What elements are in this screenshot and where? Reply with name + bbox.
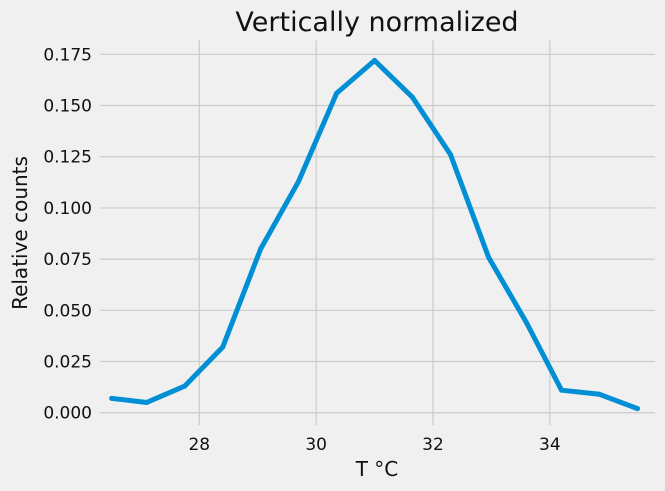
y-tick-labels: 0.000 0.025 0.050 0.075 0.100 0.125 0.150 0.175	[43, 45, 92, 423]
series-line	[109, 57, 640, 412]
data-point	[634, 406, 640, 412]
y-axis-label: Relative counts	[8, 156, 32, 310]
data-point	[597, 391, 602, 397]
data-point	[220, 344, 226, 350]
y-tick-label: 0.150	[43, 97, 92, 117]
data-point	[372, 57, 378, 63]
data-point	[410, 94, 416, 100]
y-tick-label: 0.100	[43, 199, 92, 219]
y-tick-label: 0.050	[43, 301, 92, 321]
chart-title: Vertically normalized	[235, 7, 518, 38]
series-group	[109, 57, 640, 412]
y-tick-label: 0.075	[43, 250, 92, 270]
x-tick-labels: 28 30 32 34	[188, 435, 560, 455]
y-tick-label: 0.125	[43, 148, 92, 168]
data-point	[182, 383, 188, 389]
data-point	[523, 320, 529, 326]
x-tick-label: 32	[422, 435, 444, 455]
data-point	[559, 387, 565, 393]
data-point	[334, 90, 340, 96]
y-tick-label: 0.175	[43, 45, 92, 65]
x-axis-label: T °C	[355, 457, 399, 481]
x-tick-label: 30	[305, 435, 327, 455]
data-point	[296, 178, 302, 184]
y-gridlines	[100, 53, 655, 414]
data-point	[109, 395, 115, 401]
data-point	[258, 246, 264, 252]
x-tick-label: 28	[188, 435, 210, 455]
x-gridlines	[198, 40, 551, 425]
y-tick-label: 0.025	[43, 353, 92, 373]
data-point	[448, 152, 454, 158]
x-tick-label: 34	[539, 435, 561, 455]
data-point	[144, 399, 150, 405]
y-tick-label: 0.000	[43, 404, 92, 424]
data-point	[486, 254, 491, 260]
